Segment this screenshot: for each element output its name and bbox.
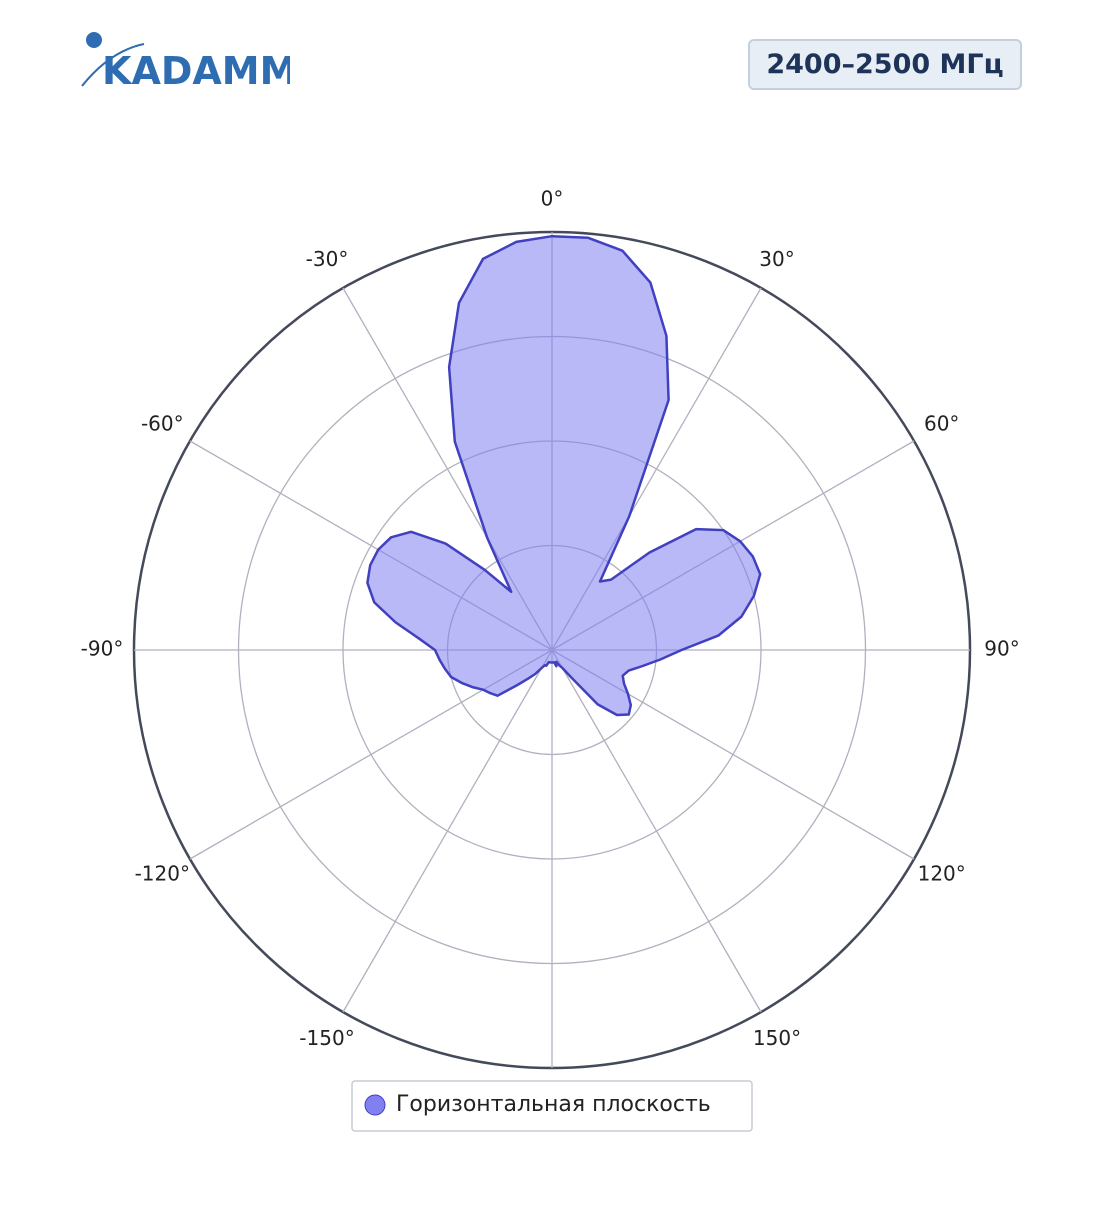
legend-label: Горизонтальная плоскость <box>396 1092 711 1117</box>
theta-tick-label: 120° <box>918 862 966 886</box>
grid-ring <box>237 335 867 965</box>
theta-tick-label: 90° <box>984 637 1019 661</box>
grid-spoke <box>551 287 762 651</box>
polar-border <box>132 230 972 1070</box>
theta-tick-label: -150° <box>299 1026 354 1050</box>
grid-spoke <box>551 649 762 1013</box>
logo: KADAMM <box>81 32 290 92</box>
theta-tick-label: -30° <box>306 247 349 271</box>
legend-box <box>351 1080 753 1132</box>
theta-tick-label: -120° <box>135 862 190 886</box>
grid-ring <box>446 544 658 756</box>
logo-icon <box>86 32 102 48</box>
grid-spoke <box>551 649 915 860</box>
legend-marker <box>364 1094 386 1116</box>
theta-tick-label: 30° <box>759 247 794 271</box>
grid-spoke <box>189 649 553 860</box>
grid-spoke <box>551 440 915 651</box>
pattern-area <box>366 234 762 717</box>
band-badge: 2400–2500 МГц <box>748 39 1022 90</box>
theta-tick-label: -90° <box>81 637 124 661</box>
theta-tick-label: -60° <box>141 412 184 436</box>
grid-spoke <box>189 440 553 651</box>
logo-text: KADAMM <box>102 49 290 92</box>
grid-ring <box>342 440 762 860</box>
grid-spoke <box>342 287 553 651</box>
theta-tick-label: 60° <box>924 412 959 436</box>
theta-tick-label: 150° <box>753 1026 801 1050</box>
theta-tick-label: 0° <box>541 187 564 211</box>
logo-swoosh <box>81 43 145 87</box>
grid-spoke <box>342 649 553 1013</box>
